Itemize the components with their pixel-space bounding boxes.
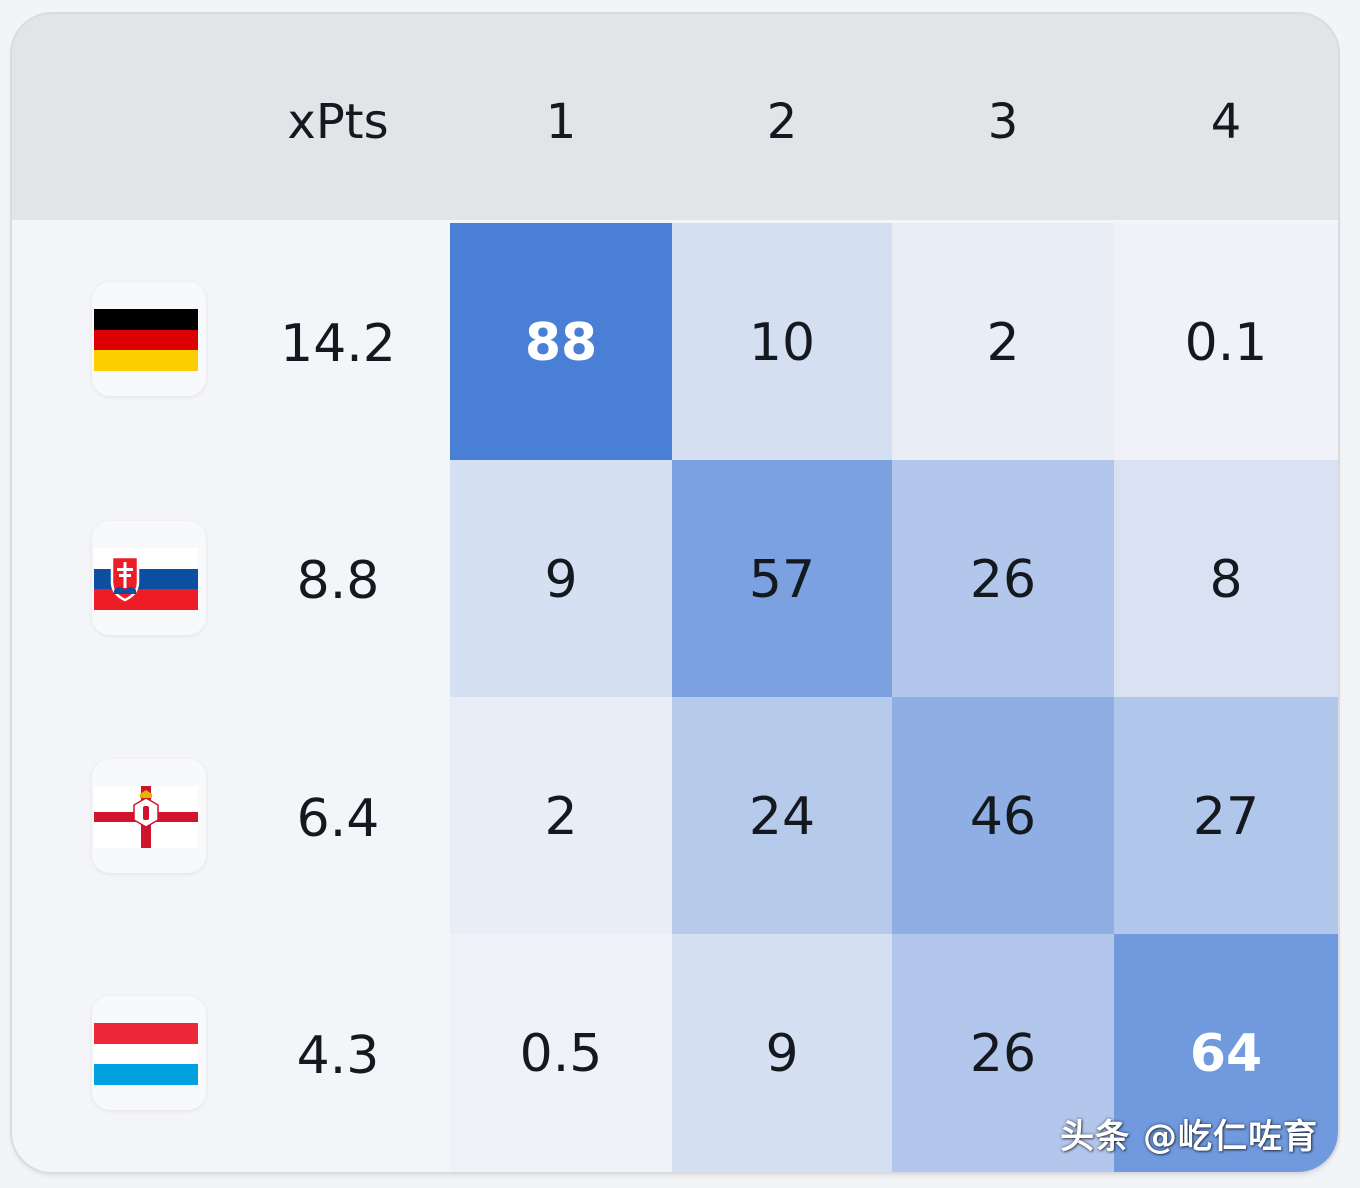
heat-cell-r2-c4: 8 [1114,460,1338,697]
table-header: xPts 1 2 3 4 [12,14,1338,220]
heat-cell-r1-c2: 10 [672,223,892,460]
xpts-row-3: 6.4 [296,789,380,849]
header-xpts: xPts [287,94,389,150]
heat-cell-r2-c2: 57 [672,460,892,697]
luxembourg-flag-icon [94,1023,198,1085]
germany-flag-icon [94,309,198,371]
team-badge-row-2 [92,521,206,635]
heat-cell-r2-c1: 9 [450,460,672,697]
team-badge-row-3 [92,759,206,873]
heat-cell-r4-c1: 0.5 [450,934,672,1172]
header-position-3: 3 [987,94,1019,150]
heat-cell-r4-c2: 9 [672,934,892,1172]
heat-cell-r3-c1: 2 [450,697,672,934]
heat-cell-r1-c3: 2 [892,223,1114,460]
team-column [12,220,450,1172]
heat-cell-r3-c3: 46 [892,697,1114,934]
heat-cell-r2-c3: 26 [892,460,1114,697]
heat-cell-r4-c3: 26 [892,934,1114,1172]
slovakia-flag-icon [94,548,198,610]
heat-cell-r4-c4: 64 [1114,934,1338,1172]
team-badge-row-1 [92,282,206,396]
heat-cell-r1-c1: 88 [450,223,672,460]
header-position-1: 1 [545,94,577,150]
team-badge-row-4 [92,996,206,1110]
northern-ireland-flag-icon [94,786,198,848]
xpts-row-2: 8.8 [296,551,380,611]
header-position-4: 4 [1210,94,1242,150]
header-position-2: 2 [766,94,798,150]
heat-cell-r3-c4: 27 [1114,697,1338,934]
heat-cell-r3-c2: 24 [672,697,892,934]
group-table-card: xPts 1 2 3 4 14.2 8.8 [12,14,1338,1172]
xpts-row-4: 4.3 [296,1026,380,1086]
heat-cell-r1-c4: 0.1 [1114,223,1338,460]
watermark: 头条 @屹仁咗育 [1060,1117,1318,1157]
xpts-row-1: 14.2 [280,314,396,374]
